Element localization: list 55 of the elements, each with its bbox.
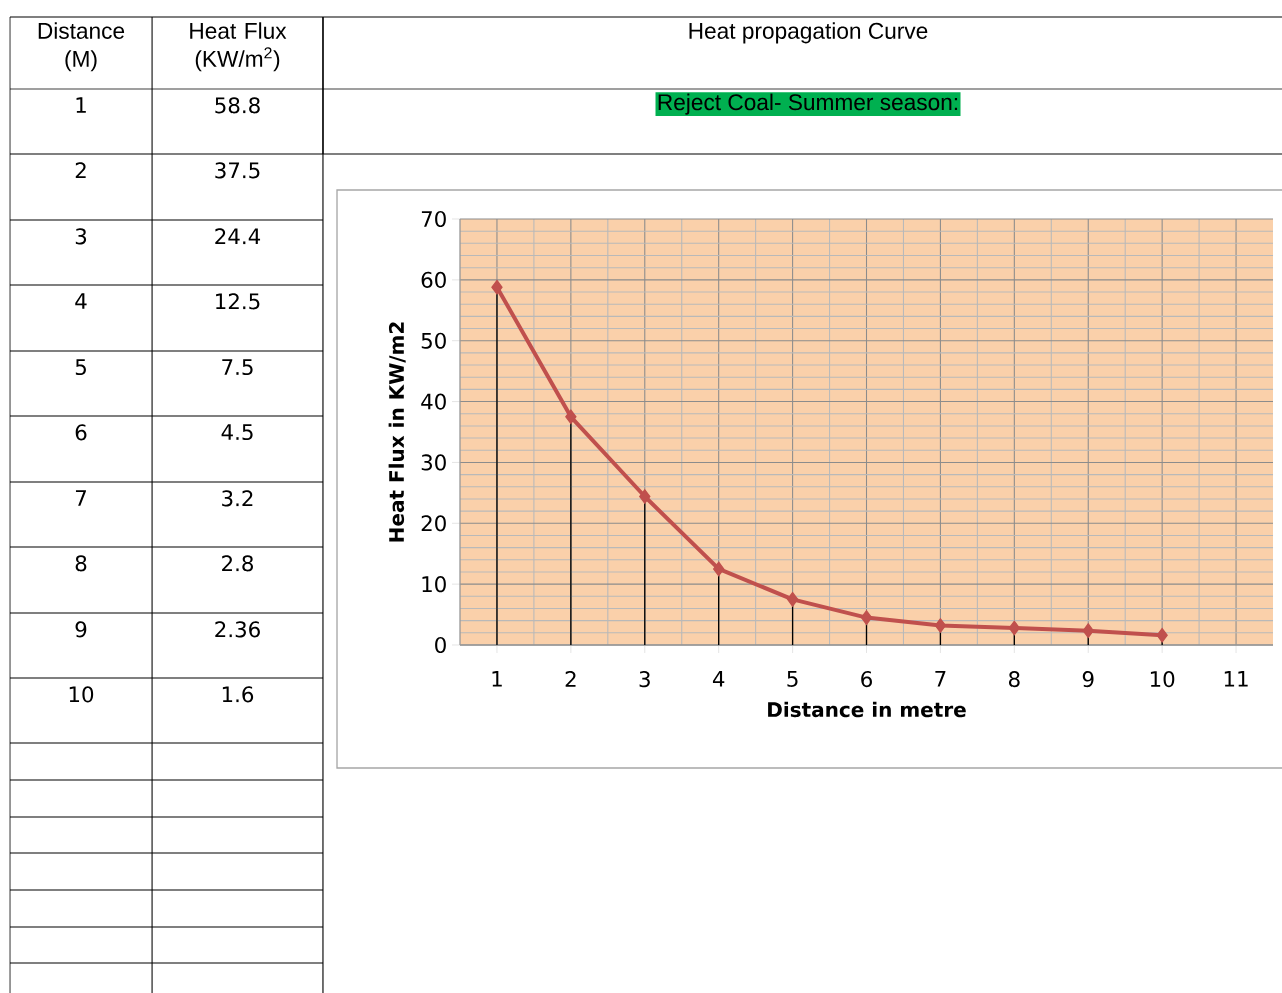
text: 8 (75, 555, 87, 572)
text: 2.36 (215, 621, 260, 638)
x-tick-label: 1 (492, 671, 502, 687)
text: 7 (75, 490, 86, 506)
text: 10 (69, 686, 94, 703)
x-axis-title: Distance in metre (768, 701, 966, 718)
text: 7.5 (222, 359, 253, 376)
point (713, 561, 725, 577)
chart-title: Heat propagation Curve (689, 22, 928, 44)
x-tick-label: 7 (935, 671, 946, 687)
x-tick-label: 6 (861, 671, 872, 688)
x-tick-label: 11 (1224, 671, 1248, 687)
text: 1 (76, 97, 86, 113)
text: 2.8 (222, 555, 253, 572)
text: 6 (75, 424, 87, 441)
text: 9 (75, 621, 87, 638)
x-tick-label: 2 (565, 671, 576, 687)
point (491, 279, 503, 295)
point (860, 610, 873, 625)
y-axis-title: Heat Flux in KW/m2 (388, 322, 406, 542)
text: 3.2 (222, 490, 253, 507)
y-tick-label: 20 (421, 515, 446, 532)
text: 1.6 (222, 686, 254, 703)
text: 3 (75, 228, 87, 245)
x-tick-label: 4 (712, 671, 725, 687)
point (786, 592, 799, 607)
point (565, 409, 577, 425)
x-tick-label: 10 (1150, 671, 1175, 688)
x-tick-label: 9 (1082, 671, 1094, 688)
text: Distance (M) (38, 22, 125, 72)
text: Heat Flux (KW/m$^{2}$) (190, 22, 287, 72)
point (1082, 623, 1094, 638)
y-tick-label: 60 (421, 271, 446, 288)
text: 12.5 (216, 293, 260, 310)
chart-subtitle: Reject Coal- Summer season: (658, 93, 958, 115)
text: 4 (75, 293, 87, 309)
text: 24.4 (215, 228, 261, 245)
text: 37.5 (215, 162, 260, 179)
x-tick-label: 8 (1008, 671, 1020, 688)
x-tick-label: 3 (639, 671, 650, 688)
y-tick-label: 10 (422, 576, 446, 593)
text: 58.8 (215, 97, 260, 114)
point (1156, 627, 1168, 643)
text: 4.5 (221, 424, 253, 441)
x-tick-label: 5 (787, 671, 798, 687)
point (639, 489, 651, 504)
text: 5 (75, 359, 86, 376)
y-tick-label: 50 (421, 332, 446, 349)
y-tick-label: 40 (421, 393, 446, 410)
point (934, 618, 947, 633)
y-tick-label: 0 (435, 636, 446, 654)
text: 2 (75, 162, 86, 179)
y-tick-label: 30 (421, 454, 446, 471)
y-tick-label: 70 (421, 210, 446, 228)
point (1008, 620, 1020, 636)
